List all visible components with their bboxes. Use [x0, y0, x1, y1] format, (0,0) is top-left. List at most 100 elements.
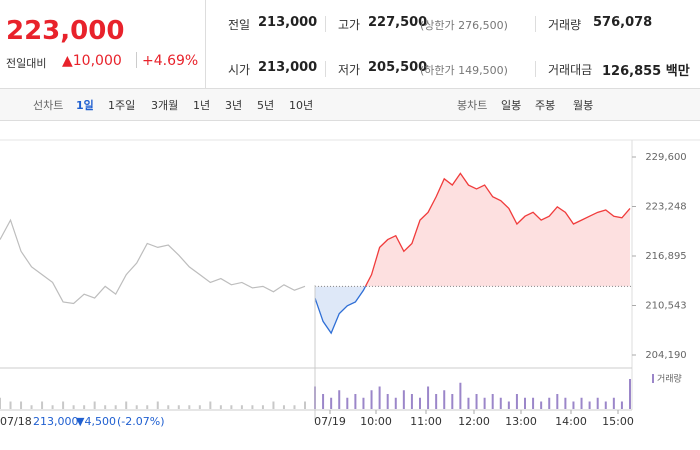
range-tab[interactable]: 일봉 [501, 99, 522, 112]
volume-bar [9, 401, 12, 409]
stat-label: 거래대금 [548, 63, 593, 77]
volume-bar [556, 394, 559, 409]
change-rate: +4.69% [142, 53, 199, 69]
stat-value: 213,000 [258, 15, 318, 30]
range-tab[interactable]: 10년 [289, 99, 314, 112]
volume-bar [346, 397, 349, 409]
stat-value: 126,855 백만 [602, 64, 690, 79]
volume-bar [443, 390, 446, 409]
stat-label: 저가 [338, 63, 361, 77]
stat-value: 205,500 [368, 60, 428, 75]
volume-bar [261, 405, 264, 409]
range-tab[interactable]: 월봉 [573, 99, 594, 112]
volume-bar [338, 390, 341, 409]
range-tab[interactable]: 3개월 [151, 99, 179, 112]
price-line [364, 172, 631, 287]
volume-bar [435, 394, 438, 409]
tab-label[interactable]: 선차트 [33, 99, 64, 112]
volume-bar [564, 397, 567, 409]
range-tab[interactable]: 주봉 [535, 99, 556, 112]
volume-bar [394, 397, 397, 409]
y-tick-label: 223,248 [645, 201, 686, 212]
volume-bar [198, 405, 201, 409]
volume-bar [156, 401, 159, 409]
volume-bar [459, 382, 462, 409]
volume-bar [572, 401, 575, 409]
stat-label: 시가 [228, 63, 251, 77]
volume-bar [475, 394, 478, 409]
divider [325, 16, 326, 32]
volume-bar [209, 401, 212, 409]
range-tab[interactable]: 1주일 [108, 99, 136, 112]
volume-bar [378, 386, 381, 409]
y-tick-label: 229,600 [645, 152, 686, 163]
divider [136, 52, 137, 68]
x-tick-label: 07/19 [314, 415, 346, 428]
tab-bar [0, 88, 700, 121]
volume-bar [524, 397, 526, 409]
area-down [315, 286, 630, 334]
volume-bar [293, 405, 296, 409]
stat-label: 고가 [338, 18, 361, 32]
volume-bar [515, 394, 518, 409]
divider [535, 61, 536, 77]
footer-date: 07/18 [0, 415, 32, 428]
volume-bar [354, 394, 357, 409]
footer-rate: (-2.07%) [117, 415, 165, 428]
range-tab[interactable]: 1년 [193, 99, 211, 112]
volume-bar [62, 401, 65, 409]
volume-bar [146, 405, 149, 409]
price-line [0, 218, 306, 305]
volume-bar [540, 401, 543, 409]
price-box [0, 0, 206, 88]
volume-bar [604, 401, 607, 409]
volume-bar [93, 401, 96, 409]
volume-bar [370, 390, 373, 409]
range-tab[interactable]: 3년 [225, 99, 243, 112]
volume-bar [83, 405, 86, 409]
divider [535, 16, 536, 32]
stat-value: 213,000 [258, 60, 318, 75]
volume-bar [30, 405, 33, 409]
stat-label: 거래량 [548, 18, 582, 32]
footer-change: ▼4,500 [76, 415, 116, 428]
volume-bar [507, 401, 510, 409]
volume-bar [596, 397, 599, 409]
volume-bar [282, 405, 285, 409]
volume-label: 거래량 [657, 373, 682, 385]
volume-bar [499, 397, 502, 409]
volume-bar [251, 405, 254, 409]
range-tab[interactable]: 1일 [76, 99, 94, 112]
volume-bar [491, 394, 494, 409]
change-label: 전일대비 [6, 57, 47, 70]
footer-close: 213,000 [33, 415, 79, 428]
price: 223,000 [6, 16, 125, 46]
volume-bar [167, 405, 170, 409]
y-tick-label: 216,895 [645, 251, 686, 262]
x-tick-label: 13:00 [505, 415, 537, 428]
area-up [365, 173, 630, 287]
x-tick-label: 11:00 [410, 415, 442, 428]
stat-note: (하한가 149,500) [420, 64, 508, 77]
range-tab[interactable]: 5년 [257, 99, 275, 112]
divider [325, 61, 326, 77]
volume-bar [177, 405, 180, 409]
stat-value: 576,078 [593, 15, 653, 30]
volume-bar [135, 405, 138, 409]
volume-bar [51, 405, 54, 409]
volume-bar [532, 397, 535, 409]
volume-bar [0, 397, 1, 409]
volume-bar [330, 397, 333, 409]
volume-bar [629, 379, 631, 409]
volume-bar [188, 405, 191, 409]
volume-bar [548, 397, 551, 409]
tab-label[interactable]: 봉차트 [457, 99, 488, 112]
volume-bar [272, 401, 275, 409]
volume-bar [467, 397, 470, 409]
volume-bar [483, 397, 486, 409]
stat-value: 227,500 [368, 15, 428, 30]
volume-bar [114, 405, 117, 409]
volume-bar [72, 405, 75, 409]
